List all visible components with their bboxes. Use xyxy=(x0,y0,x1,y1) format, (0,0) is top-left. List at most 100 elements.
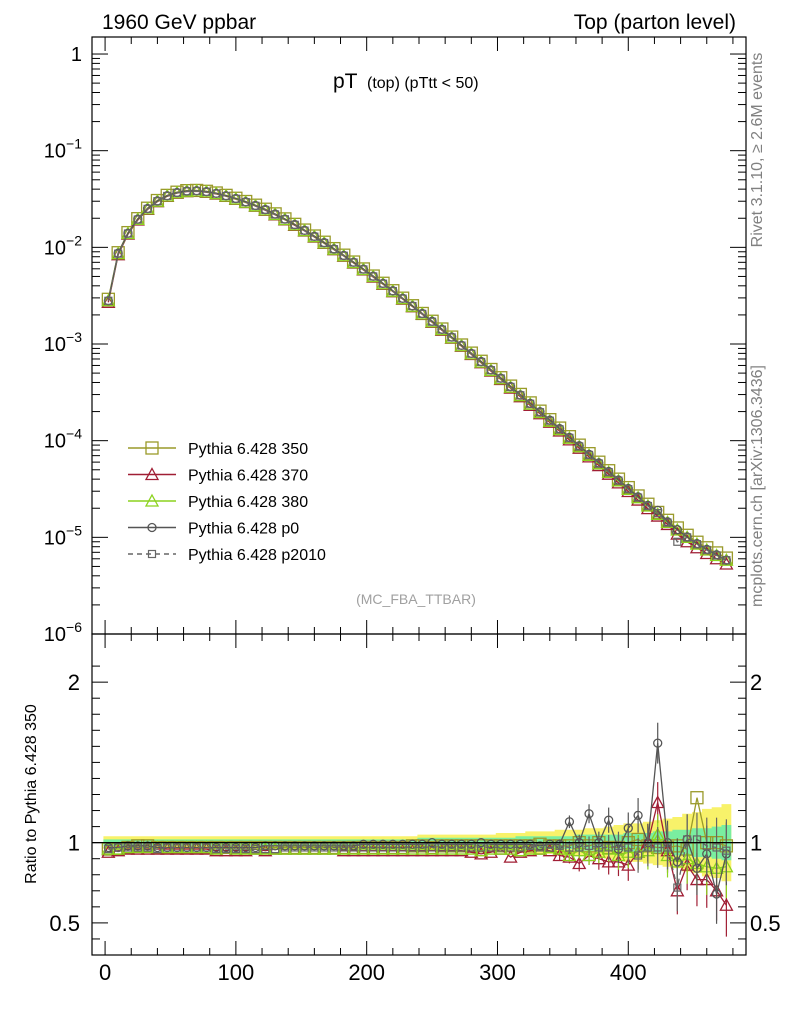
main-series-4 xyxy=(104,186,731,565)
ratio-data-point xyxy=(565,843,574,852)
ratio-data-point xyxy=(114,843,123,852)
ratio-data-point xyxy=(427,843,437,852)
main-y-tick-base: 10 xyxy=(44,431,66,453)
main-data-point xyxy=(692,540,702,549)
main-data-point xyxy=(114,249,123,258)
ratio-data-point xyxy=(477,843,486,852)
ratio-data-point xyxy=(378,843,388,852)
legend-marker xyxy=(147,522,157,533)
main-data-point xyxy=(261,205,270,215)
main-data-point xyxy=(192,186,201,196)
main-data-point xyxy=(486,366,496,375)
ratio-data-point xyxy=(447,843,456,852)
main-y-tick-base: 10 xyxy=(44,141,66,163)
main-panel: 10−610−510−410−310−210−11 pT (top) (pTtt… xyxy=(44,36,747,646)
main-y-tick-label: 10−3 xyxy=(44,329,82,356)
ratio-data-point xyxy=(594,843,603,852)
ratio-data-point xyxy=(604,843,613,852)
main-data-point xyxy=(555,425,564,434)
ratio-y-tick-label-right: 0.5 xyxy=(750,911,781,936)
legend-label: Pythia 6.428 p0 xyxy=(188,521,299,538)
ratio-data-point xyxy=(290,843,299,852)
main-data-point xyxy=(143,204,152,213)
ratio-data-point xyxy=(280,843,290,852)
ratio-y-tick-label: 2 xyxy=(68,670,80,695)
main-y-tick-base: 10 xyxy=(44,527,66,549)
ratio-data-point xyxy=(369,843,378,852)
main-data-point xyxy=(163,191,172,201)
main-data-point xyxy=(722,556,731,565)
main-y-tick-exponent: −3 xyxy=(66,329,82,345)
main-data-point xyxy=(670,526,685,540)
main-y-tick-base: 10 xyxy=(44,334,66,356)
ratio-data-point xyxy=(601,854,616,868)
ratio-data-point xyxy=(104,844,113,854)
ratio-data-point xyxy=(496,843,505,852)
ratio-data-point xyxy=(562,849,577,863)
ratio-ticks xyxy=(92,634,746,955)
ratio-data-point xyxy=(329,843,339,852)
main-ticks xyxy=(92,37,746,635)
ratio-data-point xyxy=(513,844,528,858)
legend-entry: Pythia 6.428 370 xyxy=(128,467,308,485)
ratio-y-tick-label-right: 1 xyxy=(750,831,762,856)
ratio-data-point xyxy=(486,843,496,852)
main-series-line xyxy=(107,190,727,561)
ratio-data-point xyxy=(339,843,348,852)
ratio-data-point xyxy=(643,843,653,852)
ratio-data-point xyxy=(516,843,525,852)
process-title: Top (parton level) xyxy=(574,11,736,34)
main-data-point xyxy=(339,251,348,260)
ratio-data-point xyxy=(467,843,476,852)
ratio-data-point xyxy=(581,848,597,862)
main-data-point xyxy=(359,265,368,274)
ratio-data-point xyxy=(192,843,201,852)
main-data-point xyxy=(388,286,397,296)
ratio-data-point xyxy=(163,843,172,852)
ratio-data-point xyxy=(545,843,554,852)
main-data-point xyxy=(594,459,603,468)
ratio-data-point xyxy=(172,843,182,852)
ratio-data-point xyxy=(575,843,584,852)
ratio-series-3 xyxy=(103,722,732,924)
main-data-point xyxy=(614,476,623,485)
legend-label: Pythia 6.428 350 xyxy=(188,441,308,458)
main-data-point xyxy=(123,229,133,238)
ratio-data-point xyxy=(271,844,280,854)
ratio-data-point xyxy=(221,844,231,854)
main-data-point xyxy=(221,191,231,201)
ratio-data-point xyxy=(231,844,240,854)
ratio-data-point xyxy=(359,843,368,852)
x-tick-label: 0 xyxy=(99,960,111,985)
legend-entry: Pythia 6.428 380 xyxy=(128,493,308,511)
collision-title: 1960 GeV ppbar xyxy=(102,11,256,34)
main-data-point xyxy=(349,258,358,267)
main-data-point xyxy=(104,296,113,305)
main-data-point xyxy=(467,349,476,358)
x-tick-label: 200 xyxy=(348,960,385,985)
main-data-point xyxy=(575,442,584,451)
ratio-y-axis-label: Ratio to Pythia 6.428 350 xyxy=(23,704,40,884)
main-data-point xyxy=(683,533,692,542)
ratio-y-tick-labels: 0.5 0.5 1 1 2 2 xyxy=(49,670,780,936)
ratio-data-point xyxy=(624,843,633,852)
legend-marker xyxy=(144,493,160,507)
main-data-point xyxy=(633,493,643,502)
ratio-data-point xyxy=(711,889,722,899)
ratio-data-point xyxy=(310,843,319,852)
main-data-point xyxy=(369,272,378,281)
legend-entry: Pythia 6.428 p2010 xyxy=(128,547,326,564)
main-data-point xyxy=(712,551,721,560)
ratio-y-tick-label: 1 xyxy=(68,831,80,856)
main-data-point xyxy=(653,509,662,518)
ratio-y-tick-label: 0.5 xyxy=(49,911,80,936)
ratio-data-point xyxy=(300,843,309,852)
ratio-y-tick-label-right: 2 xyxy=(750,670,762,695)
ratio-data-point xyxy=(506,843,515,852)
main-data-point xyxy=(672,525,682,535)
x-tick-label: 400 xyxy=(610,960,647,985)
ratio-data-point xyxy=(673,883,682,892)
ratio-data-point xyxy=(712,843,721,852)
main-data-point xyxy=(535,408,545,417)
ratio-data-point xyxy=(604,815,614,825)
